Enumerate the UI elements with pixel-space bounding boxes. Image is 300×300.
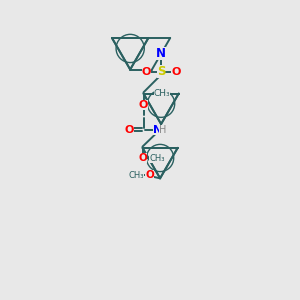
Text: O: O [124, 124, 134, 134]
Text: CH₃: CH₃ [149, 154, 165, 163]
Text: O: O [145, 170, 154, 180]
Text: O: O [142, 67, 151, 76]
Text: S: S [157, 65, 165, 78]
Text: N: N [152, 124, 162, 134]
Text: CH₃: CH₃ [154, 89, 170, 98]
Text: O: O [171, 67, 180, 76]
Text: O: O [139, 100, 148, 110]
Text: O: O [138, 153, 147, 163]
Text: N: N [156, 47, 166, 60]
Text: H: H [159, 125, 166, 135]
Text: CH₃: CH₃ [129, 171, 144, 180]
